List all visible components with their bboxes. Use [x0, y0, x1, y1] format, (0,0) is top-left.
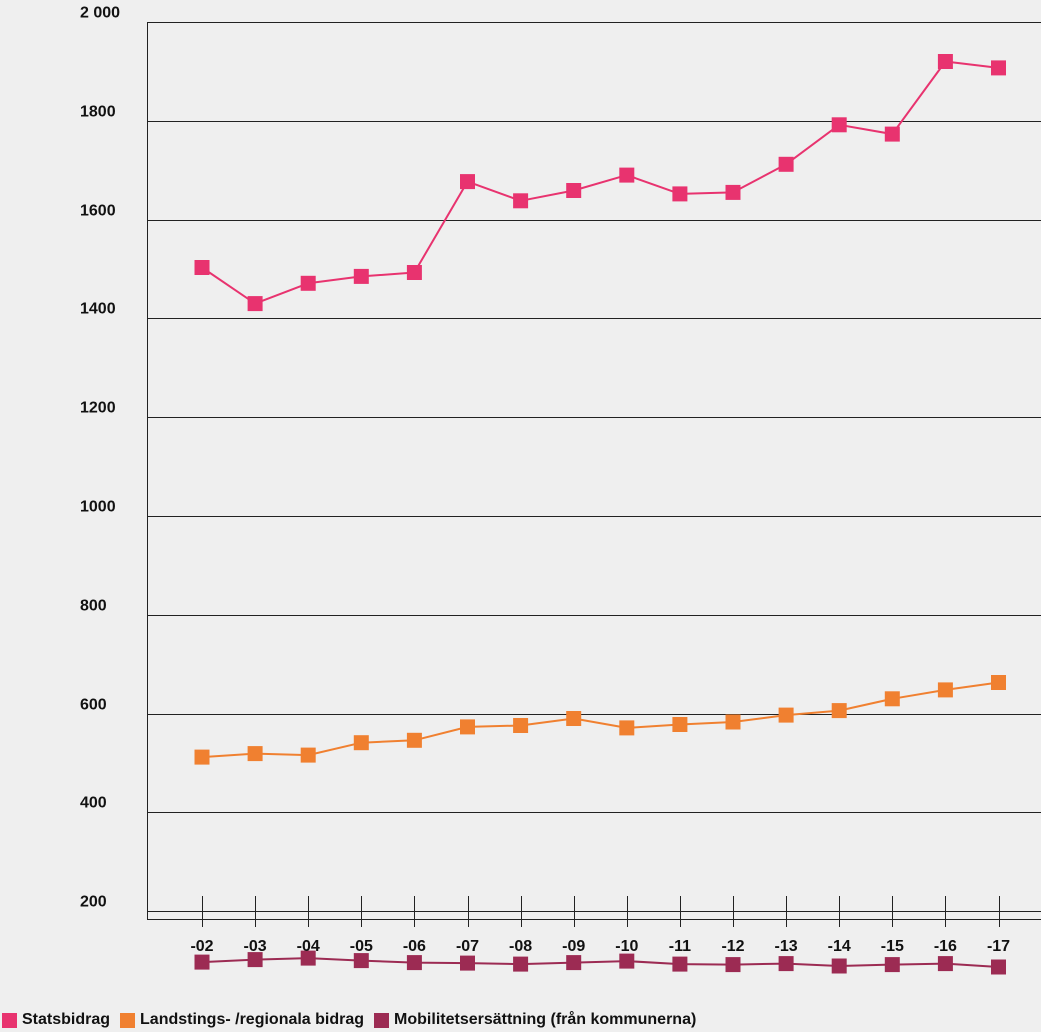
data-point-0-5 [460, 174, 475, 190]
x-tick-label: -07 [456, 938, 479, 955]
data-point-0-10 [725, 184, 741, 200]
data-point-2-11 [778, 956, 794, 972]
data-point-2-10 [725, 957, 741, 973]
data-point-1-15 [991, 675, 1006, 690]
data-point-0-13 [884, 126, 900, 142]
data-point-1-4 [406, 732, 422, 748]
data-point-1-3 [353, 735, 369, 751]
legend-label-mobilitet: Mobilitetsersättning (från kommunerna) [394, 1011, 697, 1028]
data-point-0-0 [194, 260, 210, 275]
x-tick-label: -14 [828, 938, 851, 955]
data-point-1-2 [300, 747, 316, 763]
series-0 [194, 54, 1006, 312]
data-point-0-7 [566, 183, 582, 198]
legend-swatch-statsbidrag [2, 1012, 17, 1028]
legend-item-mobilitet: Mobilitetsersättning (från kommunerna) [374, 1011, 696, 1029]
series-line-0 [201, 60, 999, 305]
legend-item-statsbidrag: Statsbidrag [2, 1011, 110, 1029]
data-point-0-3 [353, 268, 369, 284]
series-layer [194, 54, 1006, 975]
x-tick-label: -05 [350, 938, 373, 955]
data-point-1-13 [884, 691, 900, 707]
data-point-0-8 [619, 167, 635, 183]
y-tick-label: 2 000 [80, 5, 120, 22]
data-point-1-14 [937, 682, 953, 698]
data-point-2-7 [566, 955, 582, 971]
y-tick-label: 1800 [80, 104, 116, 121]
series-1 [194, 675, 1006, 765]
y-tick-label: 1200 [80, 400, 116, 417]
data-point-2-2 [300, 950, 316, 966]
tick-labels: 200 400 600 800 1000 1200 1400 1600 1800 2 000 -02… [80, 5, 1010, 956]
data-point-0-4 [406, 265, 422, 280]
y-tick-label: 1600 [80, 203, 116, 220]
data-point-0-1 [247, 296, 263, 312]
data-point-1-12 [831, 703, 847, 719]
data-point-0-2 [300, 275, 316, 291]
data-point-2-12 [831, 958, 847, 974]
legend-label-statsbidrag: Statsbidrag [22, 1011, 111, 1028]
y-tick-label: 400 [80, 795, 107, 812]
data-point-1-7 [566, 711, 582, 726]
x-tick-label: -13 [775, 938, 798, 955]
data-point-1-1 [247, 746, 263, 762]
data-point-0-9 [672, 186, 688, 202]
data-point-0-12 [831, 117, 847, 133]
series-line-2 [201, 957, 999, 968]
series-line-1 [201, 681, 999, 759]
data-point-2-3 [353, 953, 369, 969]
data-point-2-15 [991, 959, 1006, 975]
series-2 [194, 950, 1006, 975]
legend-swatch-mobilitet [374, 1012, 390, 1028]
x-tick-label: -10 [615, 938, 638, 955]
y-tick-label: 200 [80, 894, 107, 911]
x-tick-label: -16 [934, 938, 957, 955]
x-tick-label: -06 [403, 938, 426, 955]
x-tick-label: -04 [297, 938, 320, 955]
x-tick-label: -09 [562, 938, 585, 955]
x-tick-label: -11 [669, 938, 691, 955]
data-point-2-14 [937, 956, 953, 972]
data-point-0-14 [937, 54, 953, 69]
data-point-2-5 [460, 955, 475, 971]
data-point-2-1 [247, 952, 263, 968]
data-point-2-9 [672, 956, 688, 972]
data-point-1-10 [725, 714, 741, 730]
data-point-2-6 [513, 956, 529, 972]
axes [147, 22, 1041, 927]
data-point-1-8 [619, 720, 635, 736]
data-point-2-8 [619, 953, 635, 969]
data-point-0-6 [513, 193, 529, 209]
x-tick-label: -02 [190, 938, 213, 955]
data-point-2-13 [884, 957, 900, 973]
y-tick-label: 1400 [80, 301, 116, 318]
data-point-1-0 [194, 749, 210, 765]
data-point-2-0 [194, 954, 210, 970]
x-tick-label: -17 [987, 938, 1010, 955]
legend-swatch-regional [120, 1012, 136, 1028]
data-point-1-6 [513, 718, 529, 733]
y-tick-label: 800 [80, 598, 107, 615]
legend: Statsbidrag Landstings- /regionala bidra… [2, 1010, 706, 1030]
data-point-2-4 [406, 955, 422, 971]
x-tick-label: -15 [881, 938, 904, 955]
legend-label-regional: Landstings- /regionala bidrag [140, 1011, 365, 1028]
x-tick-label: -12 [721, 938, 744, 955]
x-tick-label: -03 [244, 938, 267, 955]
x-tick-label: -08 [509, 938, 532, 955]
data-point-1-9 [672, 717, 688, 732]
data-point-0-15 [991, 60, 1006, 76]
data-point-1-11 [778, 707, 794, 723]
legend-item-regional: Landstings- /regionala bidrag [120, 1011, 364, 1029]
data-point-1-5 [460, 719, 475, 735]
y-tick-label: 1000 [80, 499, 116, 516]
gridlines [147, 22, 1041, 912]
y-tick-label: 600 [80, 697, 107, 714]
data-point-0-11 [778, 156, 794, 172]
